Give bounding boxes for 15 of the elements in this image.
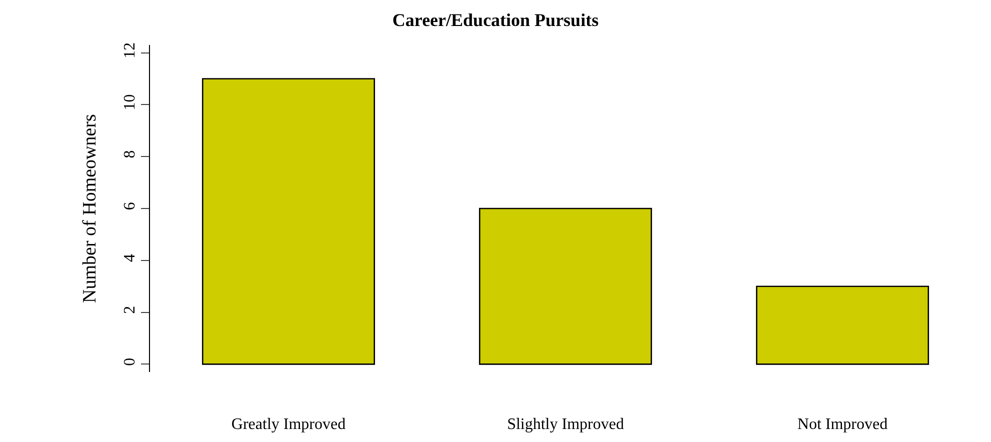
bar — [478, 208, 652, 365]
chart-title: Career/Education Pursuits — [392, 10, 599, 30]
y-tick-label: 8 — [122, 150, 139, 158]
x-tick-label: Greatly Improved — [231, 416, 346, 433]
y-tick-label: 0 — [122, 358, 139, 366]
x-tick-label: Not Improved — [797, 416, 888, 433]
y-tick-label: 4 — [122, 254, 139, 262]
y-tick-label: 6 — [122, 202, 139, 210]
x-tick-label: Slightly Improved — [507, 416, 624, 433]
y-tick-label: 2 — [122, 306, 139, 314]
bar — [202, 78, 376, 365]
y-tick-label: 10 — [122, 94, 139, 110]
y-tick-label: 12 — [122, 42, 139, 58]
bar — [756, 286, 930, 365]
y-axis-title: Number of Homeowners — [79, 114, 100, 303]
